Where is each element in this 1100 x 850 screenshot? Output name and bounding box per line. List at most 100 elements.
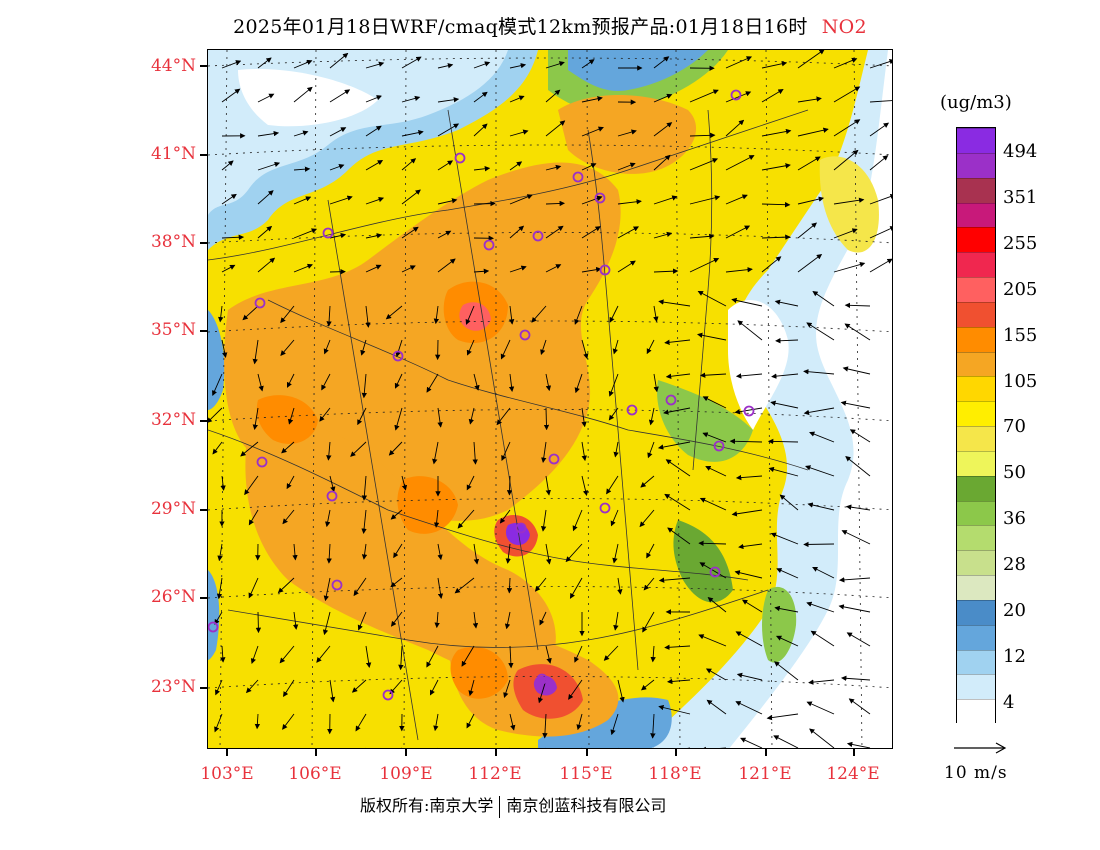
wind-vector — [833, 197, 865, 205]
wind-vector — [208, 407, 223, 424]
wind-vector — [329, 475, 336, 493]
wind-vector — [698, 634, 727, 647]
orange-region-southwest — [245, 422, 556, 679]
wind-vector — [771, 373, 799, 379]
wind-vector — [248, 577, 259, 599]
wind-vector — [735, 373, 763, 379]
wind-vector — [500, 339, 511, 360]
wind-vector — [401, 129, 424, 137]
wind-vector — [846, 741, 871, 748]
wind-vector — [465, 305, 475, 325]
colorbar-swatch — [957, 277, 995, 303]
wind-vector — [244, 475, 259, 496]
copyright-right: 南京创蓝科技有限公司 — [506, 796, 667, 815]
lon-label-103: 103°E — [200, 764, 254, 784]
wind-vector — [355, 713, 367, 732]
reference-vector-arrow — [954, 742, 1007, 754]
wind-vector — [646, 543, 655, 559]
wind-vector — [543, 407, 550, 431]
wind-vector — [283, 679, 295, 698]
wind-vector — [534, 577, 547, 592]
wind-vector — [653, 305, 659, 323]
wind-vector — [509, 63, 527, 69]
wind-vector — [323, 339, 331, 355]
wind-vector — [606, 475, 619, 495]
colorbar-swatch — [957, 624, 995, 650]
wind-vector — [472, 441, 478, 465]
wind-vector — [806, 322, 835, 341]
colorbar-swatch — [957, 500, 995, 526]
wind-vector — [844, 323, 871, 341]
wind-vector — [689, 233, 715, 240]
wind-vector — [797, 156, 821, 171]
wind-vector — [845, 504, 871, 511]
wind-vector — [740, 737, 763, 748]
wind-vector — [221, 88, 241, 103]
wind-vector — [545, 475, 551, 496]
wind-vector — [839, 577, 871, 583]
wind-vector — [581, 441, 587, 462]
no2-concentration-map — [207, 49, 893, 749]
wind-vector — [437, 198, 458, 205]
wind-vector — [805, 465, 835, 477]
lon-label-115: 115°E — [559, 764, 613, 784]
reference-vector-label: 10 m/s — [944, 763, 1008, 783]
map-title: 2025年01月18日WRF/cmaq模式12km预报产品:01月18日16时 N… — [0, 12, 1100, 39]
wind-vector — [705, 668, 727, 681]
wind-vector — [218, 305, 224, 323]
wind-vector — [734, 407, 763, 415]
wind-vector — [667, 678, 691, 685]
wind-vector — [437, 160, 454, 171]
wind-vector — [617, 162, 636, 171]
wind-vector — [395, 339, 403, 358]
city-marker — [713, 440, 725, 452]
wind-vector — [608, 373, 619, 397]
wind-vector — [279, 645, 295, 664]
wind-vector — [640, 679, 655, 691]
wind-vector — [613, 441, 619, 458]
wind-vector — [545, 200, 565, 207]
hotspot-peak-changsha — [505, 523, 530, 546]
wind-vector — [545, 225, 564, 239]
wind-vector — [807, 502, 835, 511]
wind-vector — [357, 407, 367, 426]
wind-vector — [653, 122, 673, 137]
wind-vector — [841, 530, 871, 545]
wind-vector — [293, 228, 318, 239]
wind-vector — [869, 59, 892, 69]
wind-vector — [361, 509, 367, 534]
wind-vector — [869, 122, 890, 137]
wind-vector — [833, 261, 866, 273]
wind-vector — [437, 577, 444, 599]
wind-vector — [330, 747, 331, 748]
wind-vector — [845, 456, 871, 477]
wind-vector — [221, 339, 228, 358]
wind-vector-field — [208, 50, 892, 748]
wind-vector — [869, 155, 889, 171]
wind-vector — [292, 543, 298, 561]
wind-vector — [426, 373, 439, 393]
wind-vector — [287, 407, 295, 425]
legend-tick-label: 105 — [1003, 371, 1038, 392]
wind-vector — [770, 400, 799, 409]
wind-vector — [650, 645, 656, 663]
wind-vector — [833, 119, 861, 137]
wind-vector — [653, 231, 673, 239]
wind-vector — [581, 266, 602, 273]
wind-vector — [509, 265, 527, 273]
colorbar-swatch — [957, 128, 995, 154]
wind-vector — [797, 50, 825, 69]
wind-vector — [650, 713, 656, 739]
wind-vector — [473, 200, 496, 207]
legend-tick-label: 4 — [1003, 692, 1015, 713]
wind-vector — [617, 226, 639, 239]
wind-vector — [473, 61, 491, 69]
wind-vector — [581, 59, 595, 69]
wind-vector — [540, 509, 547, 532]
wind-vector — [844, 302, 871, 309]
wind-vector — [257, 130, 280, 137]
wind-vector — [761, 89, 784, 103]
wind-vector — [725, 56, 753, 69]
wind-vector — [280, 339, 295, 356]
city-marker — [326, 490, 338, 502]
